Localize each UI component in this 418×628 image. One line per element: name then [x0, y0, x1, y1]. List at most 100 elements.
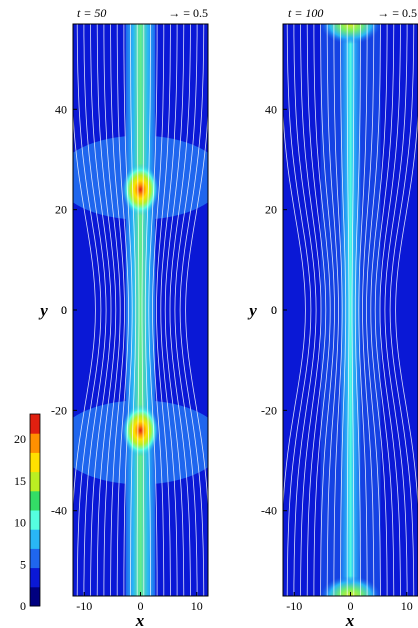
- filament-1: [125, 24, 156, 596]
- streamline: [354, 24, 361, 596]
- streamline: [90, 24, 112, 596]
- colorbar-tick-label: 5: [20, 557, 26, 571]
- filament-2: [340, 24, 361, 596]
- streamline: [374, 24, 395, 596]
- streamline: [326, 24, 339, 596]
- streamline: [76, 24, 102, 596]
- x-tick-label: -10: [76, 599, 92, 613]
- streamline: [340, 24, 347, 596]
- streamlines-1: [73, 24, 208, 596]
- streamline: [286, 24, 312, 596]
- time-label-2: t = 100: [288, 6, 323, 20]
- colorbar-tick-label: 15: [14, 474, 26, 488]
- streamline: [293, 24, 317, 596]
- colorbar-swatch: [30, 414, 40, 434]
- colorbar-swatch: [30, 452, 40, 473]
- colorbar-swatch: [30, 567, 40, 588]
- streamline: [148, 24, 158, 596]
- y-tick-label: -40: [51, 504, 67, 518]
- streamline: [362, 24, 375, 596]
- x-tick-label: 0: [138, 599, 144, 613]
- streamline: [320, 24, 335, 596]
- streamline: [300, 24, 322, 596]
- streamline: [103, 24, 121, 596]
- streamline: [174, 24, 198, 596]
- streamline: [366, 24, 381, 596]
- streamline: [156, 24, 171, 596]
- colorbar-swatch: [30, 433, 40, 453]
- colorbar: 0 5 10 15 20: [14, 413, 41, 613]
- x-tick-label: 10: [401, 599, 413, 613]
- y-tick-label: -20: [261, 403, 277, 417]
- streamline: [179, 24, 205, 596]
- y-tick-label: -40: [261, 504, 277, 518]
- plot-area-2: [283, 24, 418, 596]
- time-label-1: t = 50: [77, 6, 106, 20]
- streamline: [152, 24, 165, 596]
- colorbar-tick-label: 0: [20, 599, 26, 613]
- density-peaks-1: [122, 163, 159, 457]
- y-tick-label: 20: [265, 203, 277, 217]
- streamline: [141, 24, 145, 596]
- colorbar-tick-label: 20: [14, 432, 26, 446]
- streamline: [136, 24, 140, 596]
- y-tick-label: 20: [55, 203, 67, 217]
- y-tick-label: 0: [61, 303, 67, 317]
- x-tick-label: 10: [191, 599, 203, 613]
- streamline: [144, 24, 151, 596]
- vector-reference-1: → = 0.5: [168, 6, 208, 20]
- y-tick-label: 0: [271, 303, 277, 317]
- x-axis-label-2: x: [345, 611, 355, 628]
- y-tick-label: 40: [265, 102, 277, 116]
- streamline: [169, 24, 191, 596]
- streamline: [83, 24, 107, 596]
- streamlines-2: [283, 24, 418, 596]
- streamline: [110, 24, 125, 596]
- colorbar-swatch: [30, 490, 40, 511]
- density-peak: [320, 576, 381, 596]
- colorbar-frame: [29, 413, 41, 607]
- streamline: [333, 24, 343, 596]
- streamline: [116, 24, 129, 596]
- density-peak: [320, 24, 381, 44]
- vector-reference-2: → = 0.5: [377, 6, 417, 20]
- streamline: [346, 24, 350, 596]
- streamline: [358, 24, 368, 596]
- streamline: [123, 24, 133, 596]
- plot-area-1: [73, 24, 208, 596]
- colorbar-swatch: [30, 510, 40, 530]
- streamline: [379, 24, 401, 596]
- density-peak: [122, 404, 159, 457]
- density-peaks-2: [320, 24, 381, 596]
- y-tick-label: 0: [271, 303, 277, 317]
- streamline: [370, 24, 388, 596]
- streamline: [389, 24, 415, 596]
- colorbar-swatch: [30, 548, 40, 569]
- streamline: [96, 24, 117, 596]
- y-tick-label: -20: [51, 403, 67, 417]
- streamline: [306, 24, 327, 596]
- streamline: [351, 24, 355, 596]
- x-tick-label: -10: [286, 599, 302, 613]
- colorbar-tick-label: 10: [14, 516, 26, 530]
- y-axis-label-1: y: [38, 301, 48, 320]
- y-tick-label: 0: [61, 303, 67, 317]
- x-tick-label: 0: [348, 599, 354, 613]
- streamline: [384, 24, 408, 596]
- colorbar-swatch: [30, 471, 40, 492]
- filament-band: [125, 24, 156, 596]
- x-axis-label-1: x: [135, 611, 145, 628]
- streamline: [164, 24, 185, 596]
- colorbar-swatch: [30, 529, 40, 549]
- streamline: [160, 24, 178, 596]
- filament-band: [340, 24, 361, 596]
- y-axis-label-2: y: [247, 301, 257, 320]
- y-tick-label: 40: [55, 102, 67, 116]
- density-peak: [122, 163, 159, 216]
- streamline: [313, 24, 331, 596]
